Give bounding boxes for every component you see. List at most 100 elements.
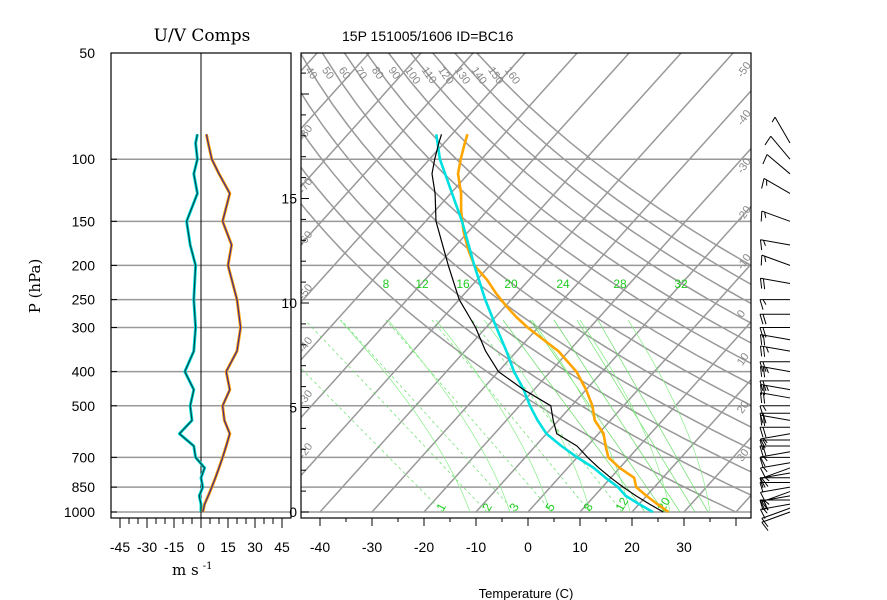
- barb-flag: [760, 467, 766, 478]
- dry-adiabat: [388, 53, 751, 344]
- barb-flag: [759, 413, 764, 424]
- temperature-axis: -40 -30 -20 -10 0 10 20 30: [310, 518, 737, 555]
- barb-flag: [759, 345, 763, 357]
- dry-adiabat: [343, 53, 751, 385]
- pressure-tick-label: 500: [72, 398, 96, 414]
- barb-flag: [759, 477, 764, 488]
- isotherm: [301, 53, 682, 477]
- isotherm: [527, 263, 751, 513]
- mixing-ratio-label: 16: [456, 277, 470, 291]
- isotherm: [840, 53, 887, 512]
- theta-label: 100: [402, 65, 422, 87]
- barb-flag: [762, 393, 766, 404]
- barb-flag: [761, 518, 769, 528]
- barb-flag: [763, 438, 768, 444]
- barb-flag: [762, 366, 766, 378]
- barb-staff: [760, 451, 791, 458]
- moist-adiabat: [627, 319, 711, 513]
- theta-label: 70: [352, 65, 369, 82]
- isotherm: [579, 320, 751, 513]
- barb-flag: [759, 439, 764, 451]
- isotherm-label: 20: [735, 399, 752, 416]
- uv-x-unit-exponent: -1: [203, 561, 213, 572]
- mixing-ratio-line: [553, 319, 681, 513]
- isotherm: [788, 53, 887, 512]
- barb-flag: [759, 457, 764, 468]
- barb-flag: [762, 154, 768, 165]
- barb-flag: [762, 299, 767, 305]
- barb-staff: [760, 345, 791, 352]
- barb-flag: [762, 327, 767, 338]
- temperature-tick-label: 0: [524, 539, 532, 555]
- barb-staff: [761, 467, 791, 479]
- barb-staff: [760, 462, 791, 469]
- barb-flag: [759, 278, 763, 289]
- barb-flag: [759, 327, 764, 338]
- mixing-ratio-label: 8: [383, 277, 390, 291]
- isotherm: [301, 53, 526, 304]
- barb-flag: [760, 477, 766, 488]
- theta-label: 50: [319, 65, 336, 82]
- mixing-ratio-bottom-label: 20: [654, 495, 673, 514]
- barb-flag: [760, 509, 766, 519]
- pressure-tick-label: 150: [72, 213, 96, 229]
- barb-staff: [760, 383, 791, 391]
- barb-staff: [760, 365, 791, 373]
- barb-staff: [770, 135, 791, 160]
- barb-flag: [760, 255, 763, 266]
- mixing-ratio-label: 32: [674, 277, 688, 291]
- barb-flag: [762, 439, 767, 446]
- barb-flag: [761, 178, 765, 189]
- barb-staff: [761, 254, 791, 266]
- pressure-tick-label: 200: [72, 257, 96, 273]
- barb-flag: [762, 380, 767, 392]
- temperature-axis-label: Temperature (C): [479, 586, 574, 600]
- moist-adiabat: [435, 319, 551, 513]
- dewpoint-line: [435, 134, 654, 514]
- isotherm: [423, 147, 751, 513]
- height-axis: 0 5 10 15: [281, 72, 309, 520]
- barb-flag: [761, 501, 769, 511]
- isotherm-label: 30: [735, 447, 752, 464]
- left-edge-label: -70: [296, 176, 315, 196]
- barb-flag: [761, 521, 769, 531]
- pressure-tick-label: 250: [72, 292, 96, 308]
- barb-flag: [759, 361, 764, 372]
- dry-adiabat: [365, 53, 751, 365]
- theta-label: 120: [435, 65, 455, 87]
- mixing-ratio-label: 24: [556, 277, 570, 291]
- mixing-ratio-line: [529, 319, 665, 513]
- barb-flag: [760, 492, 766, 502]
- barb-staff: [761, 491, 791, 503]
- theta-label: 150: [485, 65, 505, 87]
- mixing-ratio-label: 28: [613, 277, 627, 291]
- mixing-ratio-line: [385, 319, 553, 513]
- barb-flag: [765, 385, 769, 392]
- barb-flag: [759, 239, 763, 251]
- isotherm-label: 10: [735, 351, 752, 368]
- barb-flag: [759, 445, 764, 457]
- barb-staff: [761, 511, 791, 523]
- barb-flag: [759, 299, 764, 310]
- barb-staff: [761, 507, 791, 519]
- pressure-tick-label: 300: [72, 320, 96, 336]
- barb-staff: [761, 210, 791, 222]
- uv-x-tick-label: 45: [274, 539, 290, 555]
- barb-flag: [764, 256, 767, 262]
- pressure-tick-label: 1000: [64, 504, 95, 520]
- barb-flag: [759, 392, 763, 404]
- left-panel-title: U/V Comps: [154, 26, 251, 46]
- isotherm: [631, 378, 751, 513]
- barb-flag: [762, 240, 766, 246]
- barb-flag: [762, 314, 767, 325]
- isotherm: [301, 53, 422, 188]
- barb-flag: [762, 335, 766, 346]
- barb-staff: [763, 177, 791, 194]
- barb-flag: [763, 508, 768, 514]
- left-edge-label: -80: [296, 123, 315, 143]
- skewt-title: 15P 151005/1606 ID=BC16: [342, 28, 514, 44]
- isotherm: [301, 53, 370, 130]
- uv-x-tick-label: -45: [110, 539, 130, 555]
